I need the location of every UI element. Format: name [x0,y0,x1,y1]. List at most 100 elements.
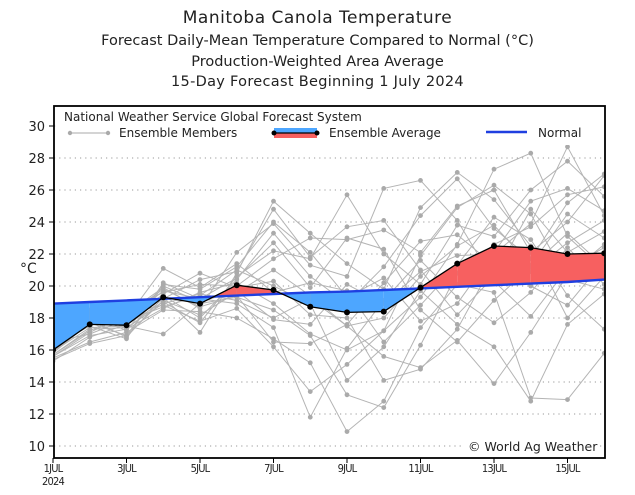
ensemble-member-point [418,178,423,183]
chart-subtitle-1: Forecast Daily-Mean Temperature Compared… [101,33,534,49]
ensemble-member-point [271,339,276,345]
ensemble-member-point [271,301,276,306]
ensemble-member-point [271,221,276,227]
y-axis: 10 12 14 16 18 20 22 24 26 28 30 [28,120,54,455]
ensemble-member-point [454,326,460,332]
ensemble-member-point [454,176,460,182]
legend-average-dot-left [271,130,277,136]
ensemble-member-point [307,230,313,236]
ensemble-member-point [528,237,534,243]
ensemble-member-point [565,192,570,198]
ensemble-member-point [307,280,313,286]
ensemble-member-point [454,203,460,209]
ensemble-member-point [271,206,276,212]
ensemble-member-point [454,242,460,247]
y-tick-label-30: 30 [28,120,45,135]
ensemble-member-point [307,254,313,260]
x-tick-label-9: 9JUL [338,462,358,475]
ensemble-average-point [380,308,387,315]
ensemble-member-line-3 [54,184,605,393]
ensemble-average-point [491,243,497,249]
ensemble-member-point [197,309,203,314]
x-tick-label-13: 13JUL [482,462,508,475]
ensemble-average-point [197,300,203,307]
ensemble-members [54,144,605,434]
ensemble-member-point [234,306,240,311]
ensemble-member-point [381,354,387,359]
chart-subtitle-3: 15-Day Forecast Beginning 1 July 2024 [171,74,464,90]
ensemble-member-point [271,230,276,236]
ensemble-member-point [381,264,387,270]
ensemble-member-point [454,322,460,327]
legend-average-swatch-blue [274,128,317,133]
ensemble-member-point [418,205,423,211]
ensemble-average-point [160,294,167,301]
ensemble-member-point [344,282,350,287]
y-tick-label-10: 10 [28,440,45,455]
ensemble-member-point [307,331,313,337]
ensemble-member-point [418,318,423,324]
ensemble-member-point [344,322,350,327]
ensemble-member-point [565,144,570,150]
ensemble-member-point [565,186,570,191]
ensemble-average-point [564,251,571,257]
legend-members-dot-left [67,130,73,136]
ensemble-member-point [271,344,276,350]
ensemble-member-point [528,221,534,227]
y-tick-label-28: 28 [28,152,45,167]
ensemble-member-point [528,150,534,156]
ensemble-member-point [381,251,387,257]
ensemble-member-point [528,398,534,404]
ensemble-member-point [307,250,313,255]
ensemble-member-point [491,344,497,350]
y-tick-label-14: 14 [28,376,45,391]
ensemble-member-point [307,322,313,327]
ensemble-average-point [454,260,461,267]
copyright-annotation: © World Ag Weather [468,439,598,454]
ensemble-member-point [307,414,313,420]
ensemble-member-point [565,322,570,327]
ensemble-member-point [381,398,387,404]
ensemble-member-line-5 [54,186,605,409]
ensemble-member-point [418,325,423,330]
ensemble-average-point [233,282,240,289]
ensemble-member-point [528,206,534,212]
ensemble-member-point [381,339,387,345]
ensemble-member-point [381,218,387,223]
ensemble-member-point [234,269,240,274]
x-tick-label-7: 7JUL [264,462,284,475]
ensemble-average-point [86,321,93,328]
ensemble-member-point [454,294,460,300]
ensemble-member-point [234,261,240,266]
ensemble-member-point [418,302,423,308]
ensemble-member-point [197,282,203,287]
ensemble-member-point [344,237,350,243]
annotation-background [462,437,598,454]
chart-subtitle-2: Production-Weighted Area Average [191,54,444,70]
ensemble-member-point [234,277,240,282]
above-normal-fill [494,246,531,286]
ensemble-member-point [344,261,350,266]
ensemble-average-point [270,287,277,293]
ensemble-member-point [418,258,423,263]
ensemble-member-point [565,158,570,164]
ensemble-member-point [491,381,497,386]
ensemble-member-line-6 [54,171,605,346]
ensemble-member-point [234,315,240,321]
ensemble-member-point [381,227,387,233]
ensemble-member-point [381,246,387,252]
above-normal-fill [530,247,568,284]
ensemble-average-point [417,284,424,291]
ensemble-member-point [344,224,350,230]
x-tick-label-5: 5JUL [191,462,211,475]
ensemble-member-point [344,192,350,198]
ensemble-member-point [344,392,350,398]
ensemble-member-point [491,290,497,295]
ensemble-member-point [418,213,423,219]
average-and-normal [54,243,605,353]
ensemble-member-point [381,328,387,334]
ensemble-member-point [454,301,460,306]
above-normal-fill [457,246,494,287]
ensemble-member-point [565,234,570,239]
ensemble-member-point [528,290,534,295]
